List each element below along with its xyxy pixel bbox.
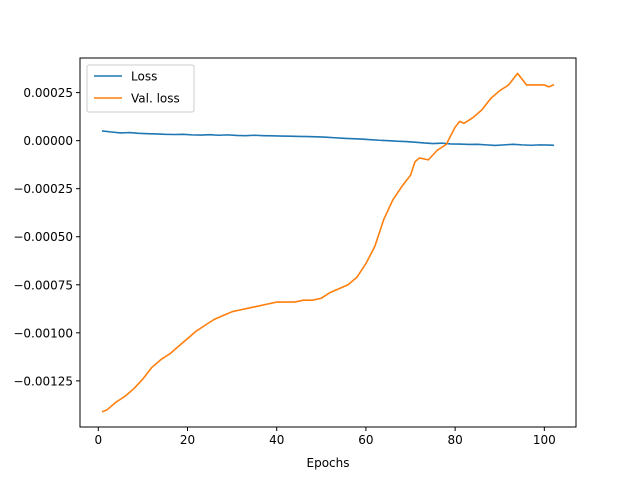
- x-axis-ticks: 0 20 40 60 80 100: [94, 427, 556, 447]
- x-tick-label: 0: [94, 433, 102, 447]
- y-tick-label: 0.00025: [23, 86, 73, 100]
- x-tick-label: 100: [533, 433, 556, 447]
- legend-label: Val. loss: [131, 92, 180, 106]
- x-tick-label: 60: [358, 433, 373, 447]
- y-tick-label: 0.00000: [23, 134, 73, 148]
- y-tick-label: −0.00050: [13, 230, 73, 244]
- x-tick-label: 80: [447, 433, 462, 447]
- plot-series-group: [101, 72, 555, 413]
- series-line-0: [101, 130, 555, 147]
- series-line-1: [101, 72, 555, 413]
- y-tick-label: −0.00025: [13, 182, 73, 196]
- axes-frame: [79, 57, 577, 428]
- legend: Loss Val. loss: [86, 64, 195, 113]
- y-tick-label: −0.00075: [13, 278, 73, 292]
- x-tick-label: 20: [180, 433, 195, 447]
- plot-area-border: [79, 57, 577, 428]
- x-axis-label: Epochs: [307, 456, 350, 470]
- y-tick-label: −0.00125: [13, 374, 73, 388]
- legend-label: Loss: [131, 70, 157, 84]
- y-tick-label: −0.00100: [13, 326, 73, 340]
- y-axis-ticks: 0.00025 0.00000 −0.00025 −0.00050 −0.00075 −0…: [13, 86, 80, 388]
- x-tick-label: 40: [269, 433, 284, 447]
